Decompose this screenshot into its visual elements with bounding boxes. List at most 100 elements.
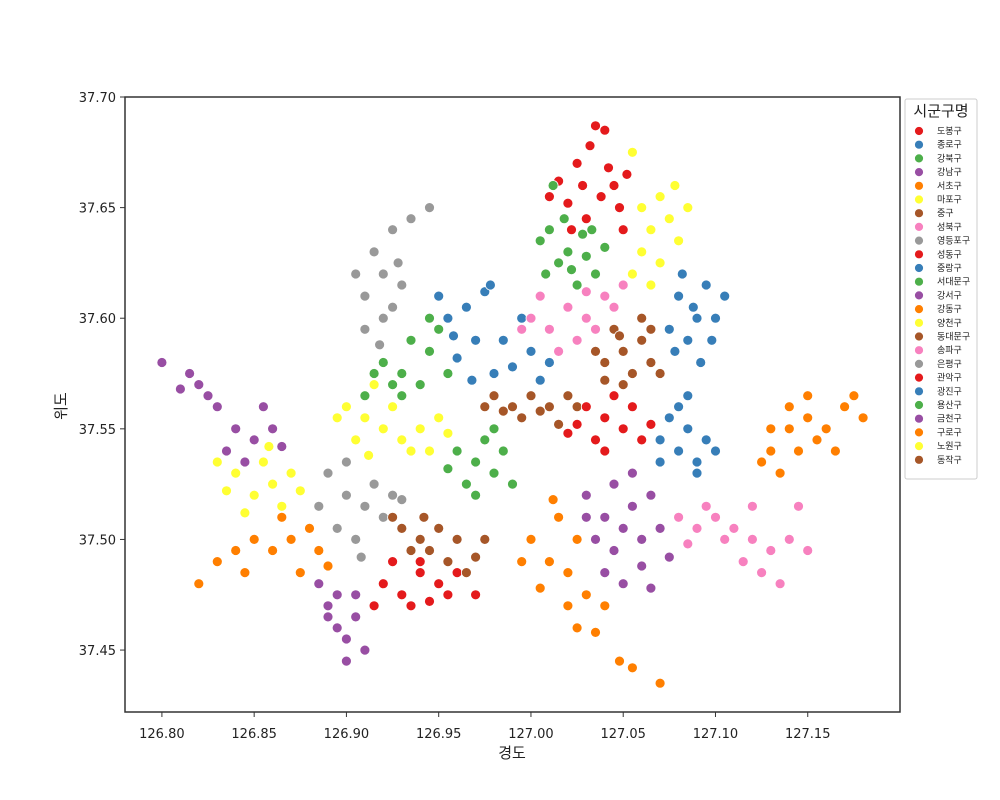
data-point: [460, 301, 472, 313]
data-point: [442, 368, 454, 379]
data-point: [590, 434, 601, 446]
data-point: [263, 441, 275, 452]
data-point: [405, 545, 417, 556]
legend-label: 마포구: [937, 195, 962, 206]
data-point: [387, 379, 399, 391]
data-point: [682, 334, 694, 346]
series-송파구: [673, 500, 814, 590]
data-point: [553, 511, 564, 523]
data-point: [442, 427, 454, 439]
data-point: [654, 434, 666, 446]
data-point: [783, 534, 795, 545]
legend-marker: [914, 345, 924, 356]
data-point: [562, 427, 574, 439]
legend-item: 동대문구: [914, 332, 970, 343]
data-point: [627, 268, 638, 280]
legend: 시군구명 도봉구종로구강북구강남구서초구마포구중구성북구영등포구성동구중랑구서대…: [904, 98, 978, 480]
legend-item: 양천구: [914, 318, 962, 329]
data-point: [636, 334, 648, 346]
data-point: [756, 567, 767, 578]
data-point: [553, 345, 564, 357]
data-point: [248, 489, 260, 501]
y-tick-label: 37.60: [79, 312, 116, 327]
legend-item: 금천구: [914, 414, 962, 425]
legend-item: 마포구: [914, 195, 962, 206]
x-tick-label: 126.95: [416, 727, 462, 742]
data-point: [442, 312, 454, 324]
x-tick-label: 126.90: [324, 727, 370, 742]
series-강동구: [756, 390, 869, 479]
data-point: [340, 456, 352, 468]
data-point: [350, 434, 362, 446]
data-point: [608, 545, 620, 556]
data-point: [497, 445, 509, 457]
data-point: [663, 551, 675, 563]
plot-frame: [124, 96, 901, 713]
legend-marker: [914, 167, 924, 178]
data-point: [359, 323, 371, 335]
data-point: [590, 345, 601, 357]
data-point: [451, 534, 463, 545]
data-point: [368, 478, 380, 490]
data-point: [442, 463, 454, 475]
data-point: [433, 412, 445, 424]
legend-label: 강북구: [937, 153, 962, 164]
data-point: [830, 445, 841, 457]
legend-label: 송파구: [937, 345, 962, 356]
data-point: [719, 534, 731, 545]
legend-item: 강북구: [914, 153, 962, 164]
data-point: [534, 405, 546, 417]
data-point: [627, 467, 638, 479]
series-종로구: [433, 279, 555, 386]
data-point: [239, 507, 251, 519]
data-point: [700, 279, 712, 291]
data-point: [460, 478, 472, 490]
data-point: [590, 323, 601, 335]
data-point: [387, 301, 399, 313]
legend-marker: [914, 358, 924, 369]
data-point: [470, 334, 482, 346]
data-point: [377, 423, 389, 435]
data-point: [654, 677, 666, 689]
data-point: [414, 423, 426, 435]
data-point: [621, 168, 633, 180]
data-point: [414, 379, 426, 391]
data-point: [540, 268, 552, 280]
legend-item: 용산구: [914, 400, 962, 411]
data-point: [340, 401, 352, 413]
data-point: [484, 279, 496, 291]
data-point: [340, 655, 352, 667]
data-point: [433, 323, 445, 335]
data-point: [595, 191, 607, 203]
data-point: [544, 191, 555, 203]
data-point: [706, 334, 718, 346]
data-point: [221, 445, 232, 457]
data-point: [793, 445, 804, 457]
data-point: [424, 445, 435, 457]
data-point: [571, 401, 583, 413]
data-point: [571, 157, 583, 169]
data-point: [285, 467, 297, 479]
data-point: [603, 162, 614, 174]
data-point: [669, 180, 681, 191]
data-point: [599, 412, 611, 424]
data-point: [839, 401, 850, 413]
data-point: [687, 301, 699, 313]
legend-marker: [914, 263, 924, 273]
series-금천구: [313, 578, 371, 667]
series-마포구: [331, 379, 454, 461]
data-point: [571, 534, 583, 545]
legend-item: 동작구: [914, 455, 962, 466]
legend-item: 중구: [914, 208, 954, 219]
legend-label: 중랑구: [937, 262, 962, 274]
x-axis-label: 경도: [498, 744, 526, 762]
data-point: [322, 467, 334, 479]
legend-marker: [914, 386, 924, 397]
data-point: [765, 445, 777, 457]
data-point: [553, 257, 564, 269]
legend-label: 은평구: [937, 359, 962, 370]
data-point: [636, 434, 648, 446]
data-point: [442, 589, 454, 601]
legend-label: 동작구: [937, 455, 962, 466]
data-point: [553, 418, 564, 430]
